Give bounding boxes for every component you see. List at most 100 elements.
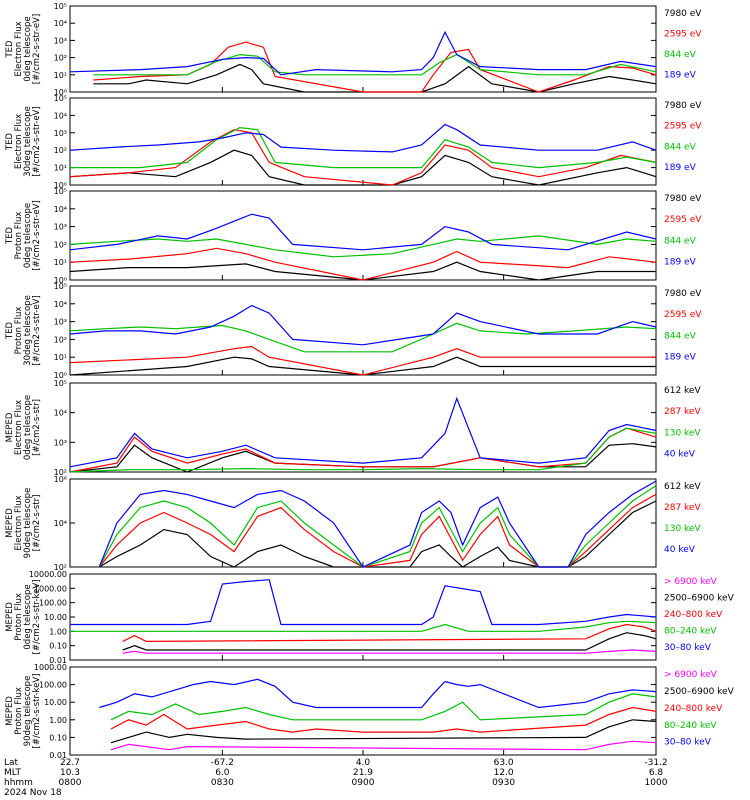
y-axis-label: TED Electron Flux 0deg telescope [#/cm2-s-s… xyxy=(5,14,42,84)
y-axis-label-line: Proton Flux xyxy=(14,687,24,735)
series-line xyxy=(110,719,657,744)
y-axis-label-line: MEPED xyxy=(5,412,15,442)
y-axis-label: MEPED Proton Flux 90deg telescope [#/cm2-s-… xyxy=(5,674,42,749)
y-tick-label: 0.10 xyxy=(49,642,67,651)
y-tick-label: 10000.00 xyxy=(29,570,67,579)
y-tick-label: 1000.00 xyxy=(34,663,67,672)
y-tick-label: 10² xyxy=(54,563,67,572)
legend-entry: 80–240 keV xyxy=(664,627,717,637)
panel-8: 0.01 0.10 1.00 10.00 100.00 1000.00 MEPED Proto… xyxy=(5,663,735,760)
y-tick-label: 10⁴ xyxy=(54,19,67,28)
legend-entry: 7980 eV xyxy=(664,101,702,111)
y-axis-label-line: 0deg telescope xyxy=(23,203,33,268)
legend-entry: 844 eV xyxy=(664,142,697,152)
x-tick-label: 0830 xyxy=(211,778,234,788)
y-tick-label: 10⁵ xyxy=(54,2,67,11)
y-axis-label-line: [#/cm2-s-str-keV] xyxy=(32,674,42,749)
y-tick-label: 10³ xyxy=(54,318,67,327)
panel-2: 10⁰ 10¹ 10² 10³ 10⁴ 10⁵ TED Electron Flux 30deg … xyxy=(5,94,702,190)
series-line xyxy=(98,500,657,568)
series-line xyxy=(98,485,657,568)
y-tick-label: 10⁵ xyxy=(54,187,67,196)
x-tick-label: 1000 xyxy=(645,778,668,788)
legend-entry: 189 eV xyxy=(664,70,697,80)
y-tick-label: 10⁰ xyxy=(54,88,67,97)
y-tick-label: 10² xyxy=(54,335,67,344)
plot-frame xyxy=(69,285,657,376)
y-tick-label: 0.10 xyxy=(49,733,67,742)
legend-entry: 240–800 keV xyxy=(664,704,723,714)
panel-4: 10⁰ 10¹ 10² 10³ 10⁴ 10⁵ TED Proton Flux 30deg te… xyxy=(5,282,702,380)
y-tick-label: 10³ xyxy=(54,36,67,45)
y-axis-label-line: TED xyxy=(5,132,15,151)
plot-frame xyxy=(69,382,657,473)
series-line xyxy=(122,623,657,643)
y-axis-label-line: [#/cm2-s-str] xyxy=(32,495,42,552)
legend-entry: 7980 eV xyxy=(664,194,702,204)
legend-entry: 287 keV xyxy=(664,407,701,417)
y-tick-label: 10² xyxy=(54,468,67,477)
x-tick-label: 10.3 xyxy=(60,768,80,778)
y-tick-label: 10¹ xyxy=(54,71,67,80)
panel-7: 0.010.101.0010.00100.001000.0010000.00ME… xyxy=(5,570,735,665)
y-tick-label: 1.00 xyxy=(49,627,67,636)
y-axis-label-line: MEPED xyxy=(5,696,15,726)
series-line xyxy=(110,706,657,733)
legend-entry: 130 keV xyxy=(664,524,701,534)
y-axis-label-line: [#/cm2-s-str] xyxy=(32,399,42,456)
y-axis-label-line: 0deg telescope xyxy=(23,16,33,81)
plot-frame xyxy=(69,5,657,93)
y-tick-label: 1.00 xyxy=(49,716,67,725)
y-axis-label-line: TED xyxy=(5,321,15,340)
series-line xyxy=(69,304,657,346)
legend-entry: 40 keV xyxy=(664,545,696,555)
x-tick-label: 0800 xyxy=(59,778,82,788)
legend-entry: 189 eV xyxy=(664,163,697,173)
panel-1: 10⁰ 10¹ 10² 10³ 10⁴ 10⁵ TED Electron Flux 0deg t… xyxy=(5,2,702,97)
y-tick-label: 10³ xyxy=(54,129,67,138)
y-axis-label-line: Proton Flux xyxy=(14,212,24,260)
legend-entry: 30–80 keV xyxy=(664,643,712,653)
legend-entry: 30–80 keV xyxy=(664,738,712,748)
y-tick-label: 10⁵ xyxy=(54,379,67,388)
y-axis-label-line: Electron Flux xyxy=(14,495,24,550)
y-tick-label: 10¹ xyxy=(54,258,67,267)
y-tick-label: 10⁴ xyxy=(54,111,67,120)
y-axis-label-line: Electron Flux xyxy=(14,21,24,76)
y-axis-label-line: 90deg telescope xyxy=(23,488,33,559)
y-axis-label: MEPED Electron Flux 90deg telescope [#/cm2-… xyxy=(5,488,42,559)
y-axis-label-line: MEPED xyxy=(5,602,15,632)
y-axis-label: MEPED Electron Flux 0deg telescope [#/cm2-s… xyxy=(5,395,42,460)
x-tick-label: -67.2 xyxy=(211,758,234,768)
series-line xyxy=(69,30,657,76)
legend-entry: 612 keV xyxy=(664,386,701,396)
legend-entry: 80–240 keV xyxy=(664,721,717,731)
legend-entry: 844 eV xyxy=(664,50,697,60)
series-line xyxy=(69,247,657,281)
series-line xyxy=(69,261,656,281)
series-line xyxy=(99,678,657,709)
y-axis-label-line: Proton Flux xyxy=(14,593,24,641)
y-axis-label-line: 0deg telescope xyxy=(23,395,33,460)
y-tick-label: 10³ xyxy=(54,438,67,447)
x-tick-label: 12.0 xyxy=(494,768,514,778)
series-line xyxy=(69,396,657,468)
y-tick-label: 10³ xyxy=(54,223,67,232)
x-tick-label: 22.7 xyxy=(60,758,80,768)
plot-frame xyxy=(69,573,657,661)
y-axis-label-line: Electron Flux xyxy=(14,400,24,455)
y-tick-label: 10.00 xyxy=(44,698,67,707)
y-axis-label-line: [#/cm2-s-str-eV] xyxy=(32,200,42,270)
legend-entry: 130 keV xyxy=(664,428,701,438)
series-line xyxy=(98,480,657,568)
x-tick-label: 6.8 xyxy=(649,768,664,778)
series-line xyxy=(69,213,657,251)
legend-entry: 2500–6900 keV xyxy=(664,594,735,604)
legend-entry: 189 eV xyxy=(664,353,697,363)
y-tick-label: 10¹ xyxy=(54,353,67,362)
y-axis-label-line: [#/cm2-s-str-eV] xyxy=(32,106,42,176)
legend-entry: 40 keV xyxy=(664,450,696,460)
series-line xyxy=(69,235,657,258)
series-line xyxy=(110,693,657,721)
